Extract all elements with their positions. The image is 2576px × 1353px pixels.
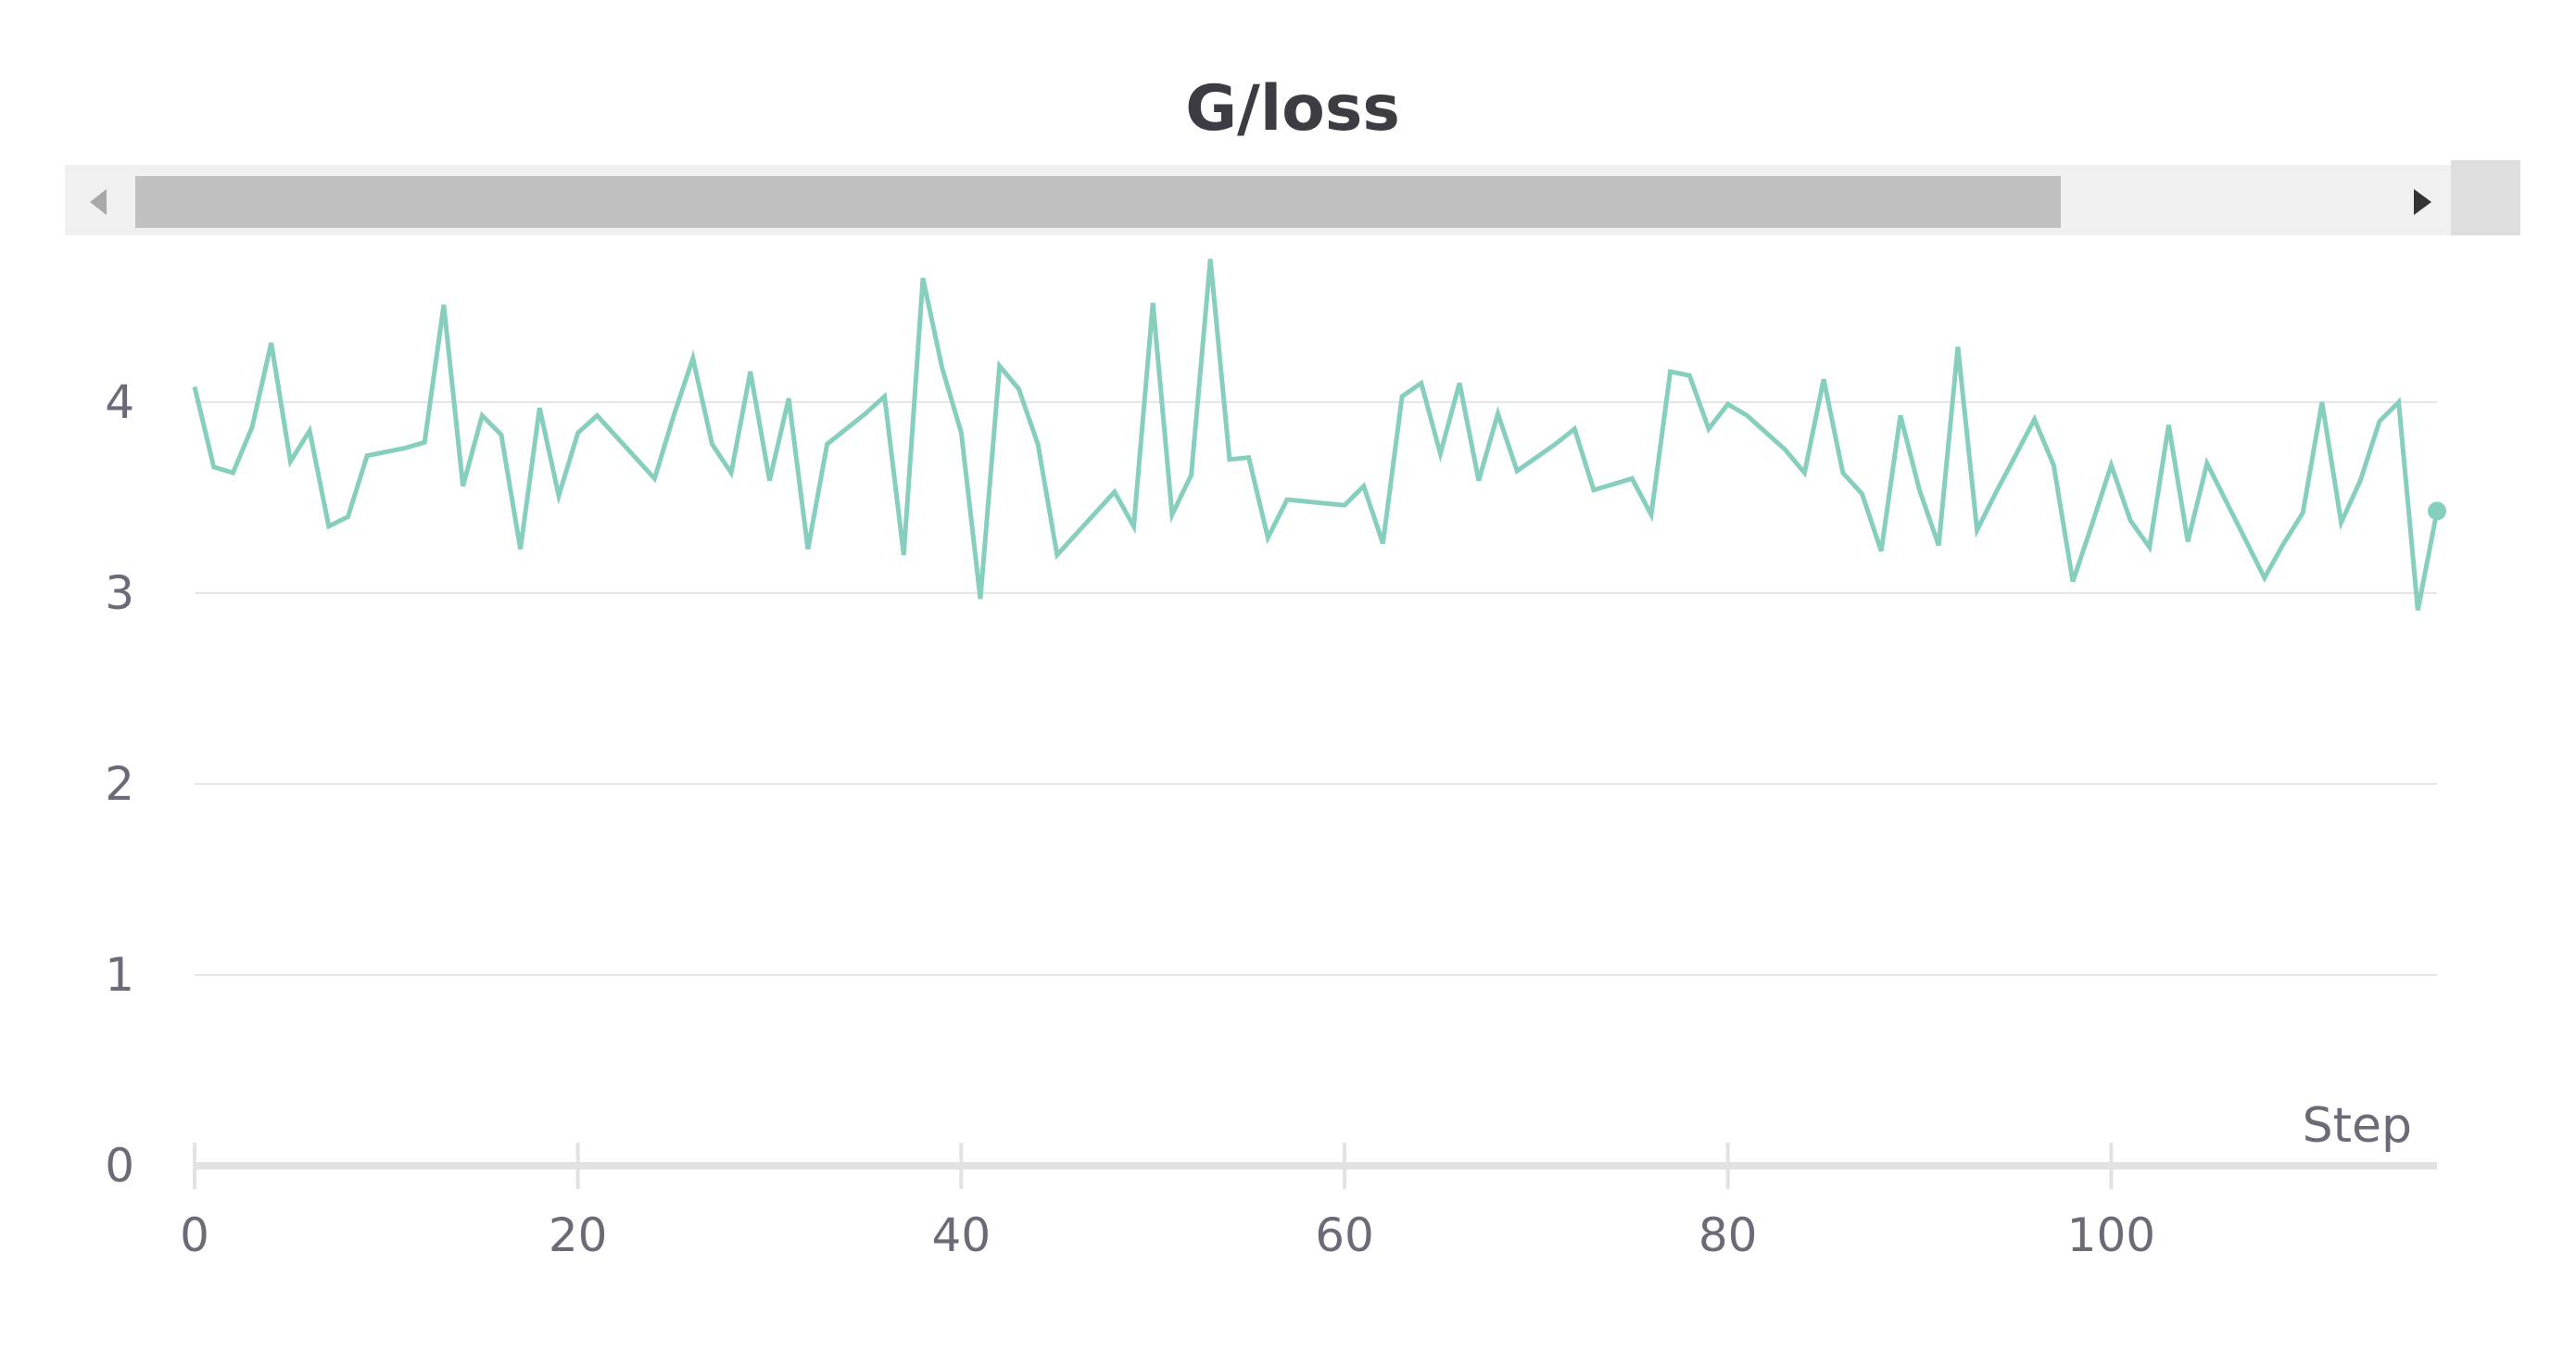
y-tick-label: 2 xyxy=(105,757,134,811)
scroll-left-arrow-icon[interactable] xyxy=(90,189,107,215)
x-tick-label: 60 xyxy=(1315,1208,1374,1262)
y-tick-label: 1 xyxy=(105,948,134,1002)
x-tick-label: 20 xyxy=(549,1208,608,1262)
series-layer xyxy=(192,259,2446,611)
last-point-marker xyxy=(2428,501,2446,521)
x-tick-label: 40 xyxy=(932,1208,991,1262)
scrollbar-thumb[interactable] xyxy=(135,176,2061,228)
scrollbar-end-cap xyxy=(2451,160,2520,235)
y-tick-label: 3 xyxy=(105,566,134,620)
y-tick-label: 4 xyxy=(105,375,134,429)
y-tick-label: 0 xyxy=(105,1139,134,1193)
x-tick-label: 0 xyxy=(180,1208,209,1262)
x-tick-label: 100 xyxy=(2067,1208,2155,1262)
x-axis-label: Step xyxy=(2303,1098,2412,1154)
grid xyxy=(195,401,2437,976)
chart-title: G/loss xyxy=(1185,72,1400,145)
x-axis: 0 20 40 60 80 100 xyxy=(180,1143,2437,1262)
range-scrollbar[interactable] xyxy=(65,160,2520,235)
y-axis: 0 1 2 3 4 xyxy=(105,375,134,1193)
series-line xyxy=(192,259,2440,611)
scroll-right-arrow-icon[interactable] xyxy=(2414,189,2431,215)
x-tick-label: 80 xyxy=(1698,1208,1758,1262)
